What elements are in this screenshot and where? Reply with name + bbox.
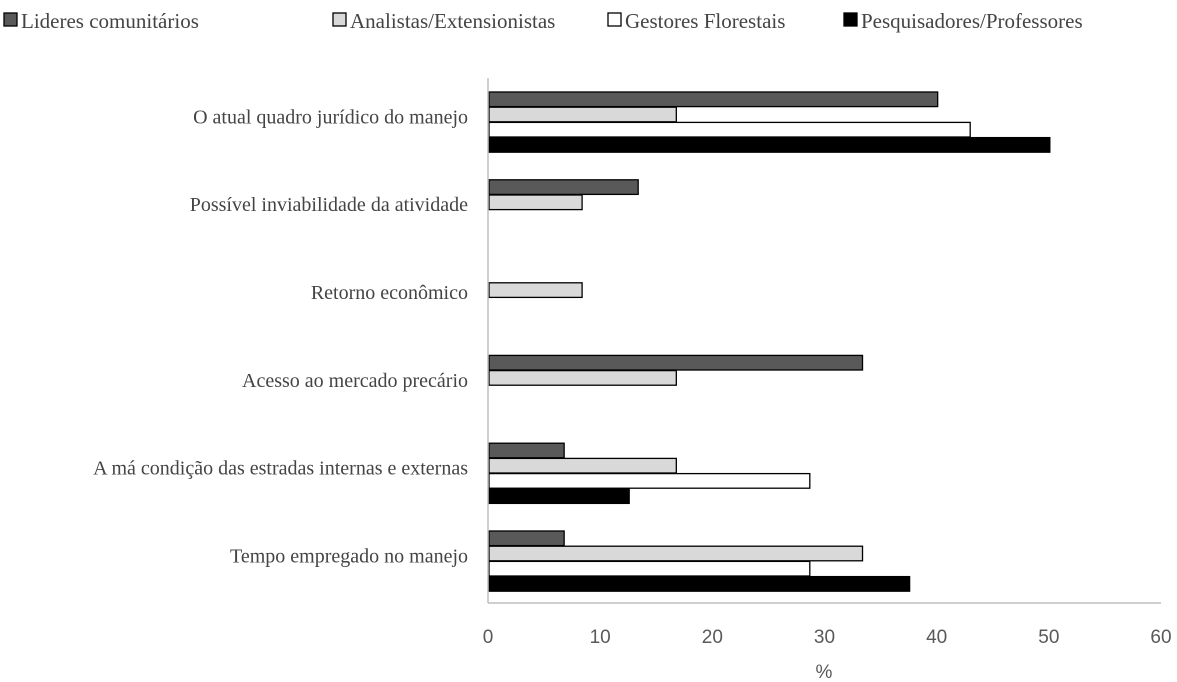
legend-item: Gestores Florestais bbox=[607, 9, 785, 33]
category-label: A má condição das estradas internas e ex… bbox=[93, 458, 468, 480]
bar bbox=[488, 194, 583, 211]
bar bbox=[488, 106, 677, 123]
x-axis-label: % bbox=[816, 662, 833, 682]
bar bbox=[488, 560, 811, 577]
bar bbox=[488, 457, 677, 474]
bar bbox=[488, 136, 1051, 153]
legend-label: Gestores Florestais bbox=[625, 9, 785, 33]
legend-swatch bbox=[332, 12, 347, 27]
x-tick-label: 60 bbox=[1150, 627, 1171, 648]
bar bbox=[488, 442, 565, 459]
bar bbox=[488, 545, 864, 562]
x-tick-label: 50 bbox=[1038, 627, 1059, 648]
legend-label: Analistas/Extensionistas bbox=[350, 9, 555, 33]
bar bbox=[488, 91, 939, 108]
legend-label: Lideres comunitários bbox=[21, 9, 199, 33]
x-tick-label: 0 bbox=[483, 627, 494, 648]
x-tick-label: 30 bbox=[814, 627, 835, 648]
x-tick-label: 40 bbox=[926, 627, 947, 648]
legend-item: Lideres comunitários bbox=[3, 9, 199, 33]
chart-legend: Lideres comunitários Analistas/Extensioni… bbox=[3, 9, 1083, 33]
bar bbox=[488, 179, 639, 196]
bar bbox=[488, 354, 864, 371]
legend-item: Analistas/Extensionistas bbox=[332, 9, 555, 33]
chart-axes bbox=[487, 78, 1161, 604]
category-label: Tempo empregado no manejo bbox=[230, 545, 468, 567]
bar bbox=[488, 530, 565, 547]
legend-swatch bbox=[843, 12, 858, 27]
legend-item: Pesquisadores/Professores bbox=[843, 9, 1083, 33]
legend-label: Pesquisadores/Professores bbox=[861, 9, 1083, 33]
x-tick-label: 20 bbox=[702, 627, 723, 648]
bar bbox=[488, 472, 811, 489]
category-label: O atual quadro jurídico do manejo bbox=[193, 106, 468, 128]
category-label: Acesso ao mercado precário bbox=[242, 370, 468, 392]
category-label: Retorno econômico bbox=[311, 282, 468, 304]
bar bbox=[488, 575, 911, 592]
bar bbox=[488, 282, 583, 299]
x-tick-labels: 0 10 20 30 40 50 60 bbox=[483, 627, 1172, 648]
bar bbox=[488, 369, 677, 386]
bar bbox=[488, 121, 971, 138]
x-tick-label: 10 bbox=[590, 627, 611, 648]
category-label: Possível inviabilidade da atividade bbox=[190, 194, 468, 216]
chart-bars bbox=[488, 91, 1051, 592]
category-labels: O atual quadro jurídico do manejo Possíve… bbox=[93, 106, 468, 567]
legend-swatch bbox=[3, 12, 18, 27]
bar bbox=[488, 488, 630, 505]
legend-swatch bbox=[607, 12, 622, 27]
